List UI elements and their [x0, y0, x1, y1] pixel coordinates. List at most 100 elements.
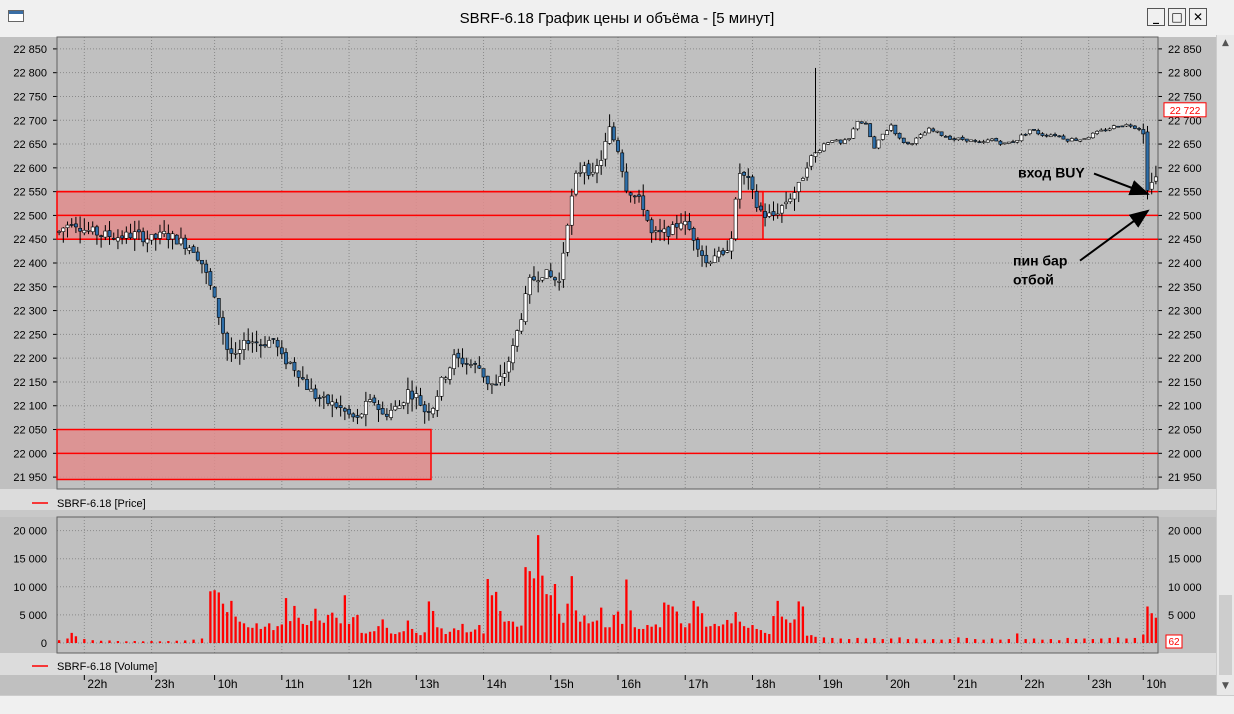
price-candle — [939, 131, 944, 136]
price-candle — [632, 195, 637, 198]
price-candle — [822, 143, 826, 152]
price-candle — [267, 340, 272, 348]
price-tick-label-right: 22 850 — [1168, 44, 1202, 56]
price-tick-label-left: 22 350 — [13, 282, 47, 294]
annotation-arrow-pin-bar — [1079, 209, 1150, 262]
price-candle — [1048, 134, 1053, 137]
price-candle — [111, 237, 116, 240]
time-axis — [0, 675, 1216, 695]
price-candle — [380, 408, 385, 415]
price-tick-label-left: 22 200 — [13, 353, 47, 365]
price-candle — [368, 399, 372, 402]
price-tick-label-left: 22 550 — [13, 187, 47, 199]
price-candle — [607, 126, 612, 144]
price-candle — [401, 402, 406, 406]
price-candle — [1103, 129, 1108, 132]
price-candle — [801, 178, 805, 181]
price-candle — [464, 363, 469, 365]
price-candle — [237, 349, 242, 354]
price-candle — [372, 397, 377, 403]
price-tick-label-left: 22 600 — [13, 163, 47, 175]
vertical-scrollbar[interactable]: ▲ ▼ — [1216, 35, 1234, 695]
price-candle — [809, 155, 814, 167]
close-button[interactable]: ✕ — [1189, 8, 1207, 26]
volume-tick-label-left: 5 000 — [19, 610, 47, 622]
price-candle — [473, 363, 478, 365]
price-candle — [225, 332, 230, 350]
volume-tick-label-right: 10 000 — [1168, 582, 1202, 594]
price-candle — [603, 141, 608, 160]
price-candle — [645, 210, 650, 221]
price-candle — [750, 176, 755, 190]
price-candle — [1086, 137, 1091, 140]
title-bar: SBRF-6.18 График цены и объёма - [5 мину… — [0, 0, 1234, 35]
price-candle — [443, 377, 448, 380]
time-tick-label: 18h — [755, 677, 775, 691]
price-candle — [191, 246, 196, 253]
time-tick-label: 17h — [688, 677, 708, 691]
time-tick-label: 13h — [419, 677, 439, 691]
price-candle — [830, 140, 835, 143]
last-price-label: 22 722 — [1170, 106, 1201, 117]
price-candle — [1057, 135, 1062, 138]
price-candle — [985, 139, 990, 143]
price-candle — [1040, 133, 1045, 136]
scroll-thumb[interactable] — [1219, 595, 1232, 675]
price-candle — [317, 397, 322, 399]
time-tick-label: 22h — [1024, 677, 1044, 691]
scroll-down-arrow-icon[interactable]: ▼ — [1222, 681, 1229, 691]
price-tick-label-right: 22 150 — [1168, 377, 1202, 389]
minimize-button[interactable]: _ — [1147, 8, 1165, 26]
price-candle — [511, 345, 515, 364]
price-candle — [250, 341, 255, 344]
price-candle — [481, 368, 486, 378]
price-candle — [540, 277, 545, 281]
price-candle — [376, 404, 381, 410]
volume-legend-label: SBRF-6.18 [Volume] — [57, 661, 157, 673]
price-tick-label-left: 22 100 — [13, 401, 47, 413]
price-candle — [948, 135, 952, 140]
price-candle — [330, 401, 335, 406]
price-candle — [960, 136, 965, 140]
price-candle — [691, 228, 696, 241]
price-candle — [716, 250, 721, 258]
chart-area[interactable]: 22 850 22 850 22 800 22 800 22 750 22 750 22 7… — [0, 0, 1216, 695]
scroll-up-arrow-icon[interactable]: ▲ — [1222, 38, 1229, 48]
price-candle — [876, 139, 881, 149]
price-candle — [242, 340, 246, 350]
price-candle — [422, 404, 427, 413]
price-candle — [683, 221, 688, 226]
price-candle — [490, 383, 494, 386]
price-candle — [834, 139, 839, 142]
price-candle — [725, 250, 730, 253]
price-candle — [116, 237, 120, 242]
price-candle — [82, 229, 87, 234]
price-candle — [469, 364, 473, 366]
price-candle — [641, 195, 646, 210]
price-tick-label-left: 22 650 — [13, 139, 47, 151]
price-candle — [998, 140, 1003, 145]
price-candle — [952, 138, 957, 141]
maximize-button[interactable]: □ — [1168, 8, 1186, 26]
price-candle — [935, 130, 940, 133]
window-title: SBRF-6.18 График цены и объёма - [5 мину… — [459, 10, 775, 27]
price-tick-label-left: 22 000 — [13, 448, 47, 460]
price-tick-label-right: 22 200 — [1168, 353, 1202, 365]
price-candle — [410, 390, 414, 400]
price-candle — [943, 136, 948, 138]
volume-right-axis — [1158, 517, 1216, 653]
price-candle — [179, 237, 183, 245]
price-candle — [99, 235, 104, 237]
horizontal-scrollbar[interactable] — [0, 695, 1234, 714]
chart-window-icon[interactable] — [8, 10, 24, 22]
price-candle — [788, 198, 793, 202]
last-volume-label: 62 — [1168, 637, 1180, 648]
price-candle — [149, 234, 154, 241]
price-candle — [885, 130, 889, 136]
price-candle — [1027, 129, 1032, 135]
price-candle — [296, 370, 301, 378]
price-candle — [1137, 128, 1141, 130]
price-candle — [284, 352, 288, 365]
price-candle — [338, 405, 343, 408]
price-candle — [1099, 129, 1104, 132]
